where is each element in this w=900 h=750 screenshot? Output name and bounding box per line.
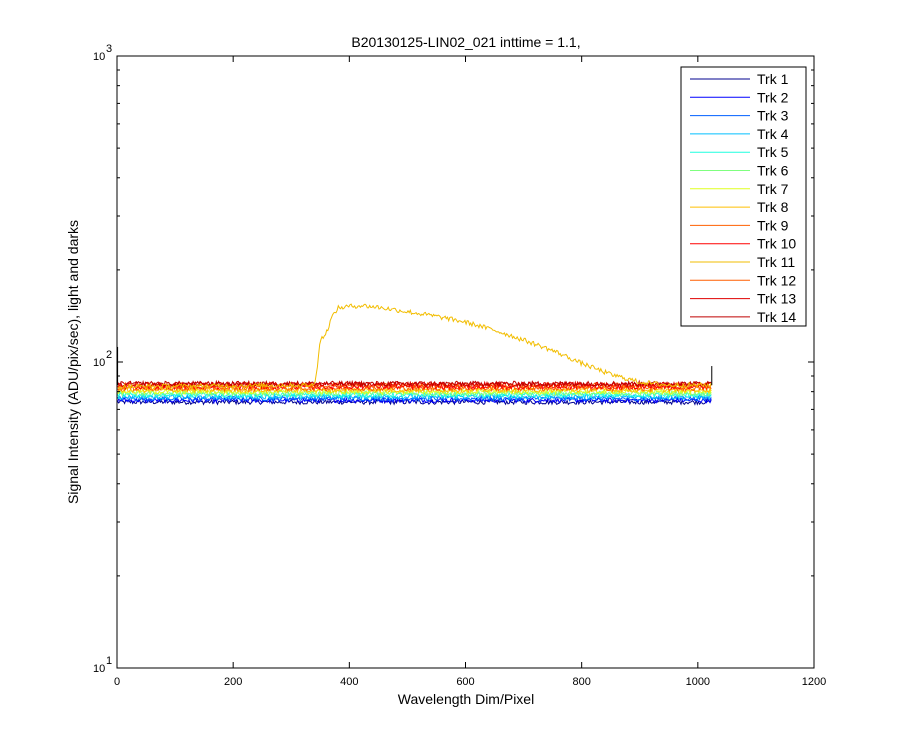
legend-item-trk-3: Trk 3 [690,108,789,124]
legend-item-trk-8: Trk 8 [690,199,789,215]
legend-item-trk-7: Trk 7 [690,181,789,197]
x-tick-label: 1000 [686,676,710,688]
y-tick-label: 101 [93,655,112,675]
x-tick-label: 200 [224,676,242,688]
legend-label: Trk 13 [757,291,796,307]
x-tick-label: 400 [340,676,358,688]
legend-item-trk-4: Trk 4 [690,126,789,142]
y-tick-label: 103 [93,43,112,63]
legend-box [680,66,807,327]
legend-label: Trk 10 [757,236,796,252]
legend-label: Trk 14 [757,309,796,325]
y-tick-label-base: 10 [93,357,105,369]
series-layer [117,303,713,406]
legend-label: Trk 6 [757,163,789,179]
series-line-trk-14 [117,379,712,388]
y-axis-label: Signal Intensity (ADU/pix/sec), light an… [65,220,81,504]
legend-label: Trk 7 [757,181,789,197]
x-tick-label: 600 [456,676,474,688]
legend-label: Trk 9 [757,217,789,233]
legend-item-trk-12: Trk 12 [690,272,796,288]
legend-item-trk-6: Trk 6 [690,163,789,179]
x-tick-label: 0 [114,676,120,688]
y-tick-label-exponent: 1 [106,655,112,667]
tick-layer [116,56,815,669]
y-tick-label-base: 10 [93,663,105,675]
legend-label: Trk 4 [757,126,789,142]
legend-items: Trk 1 Trk 2 Trk 3 Trk 4 Trk 5 Trk 6 Trk 7 Trk 8… [690,71,796,325]
legend-label: Trk 5 [757,144,789,160]
series-line-trk-11 [117,303,712,391]
legend-item-trk-5: Trk 5 [690,144,789,160]
x-tick-label: 1200 [802,676,826,688]
y-tick-label: 102 [93,349,112,369]
series-line-trk-9 [117,384,712,393]
x-tick-labels: 0 200 400 600 800 1000 1200 [114,676,826,688]
legend-item-trk-13: Trk 13 [690,291,796,307]
legend-label: Trk 3 [757,108,789,124]
legend-item-trk-1: Trk 1 [690,71,789,87]
series-line-trk-8 [117,385,712,394]
legend-label: Trk 2 [757,89,789,105]
legend-label: Trk 12 [757,272,796,288]
legend-item-trk-9: Trk 9 [690,217,789,233]
chart-title: B20130125-LIN02_021 inttime = 1.1, [351,34,580,50]
y-tick-label-exponent: 2 [106,349,112,361]
legend-label: Trk 8 [757,199,789,215]
x-axis-label: Wavelength Dim/Pixel [398,691,534,707]
legend-item-trk-10: Trk 10 [690,236,796,252]
legend-item-trk-11: Trk 11 [690,254,795,270]
legend-label: Trk 1 [757,71,789,87]
legend-label: Trk 11 [757,254,795,270]
y-tick-label-base: 10 [93,51,105,63]
x-tick-label: 800 [572,676,590,688]
y-tick-label-exponent: 3 [106,43,112,55]
legend-item-trk-2: Trk 2 [690,89,789,105]
series-line-trk-2 [117,396,712,405]
legend-item-trk-14: Trk 14 [690,309,796,325]
legend: Trk 1 Trk 2 Trk 3 Trk 4 Trk 5 Trk 6 Trk 7 Trk 8… [680,66,807,327]
